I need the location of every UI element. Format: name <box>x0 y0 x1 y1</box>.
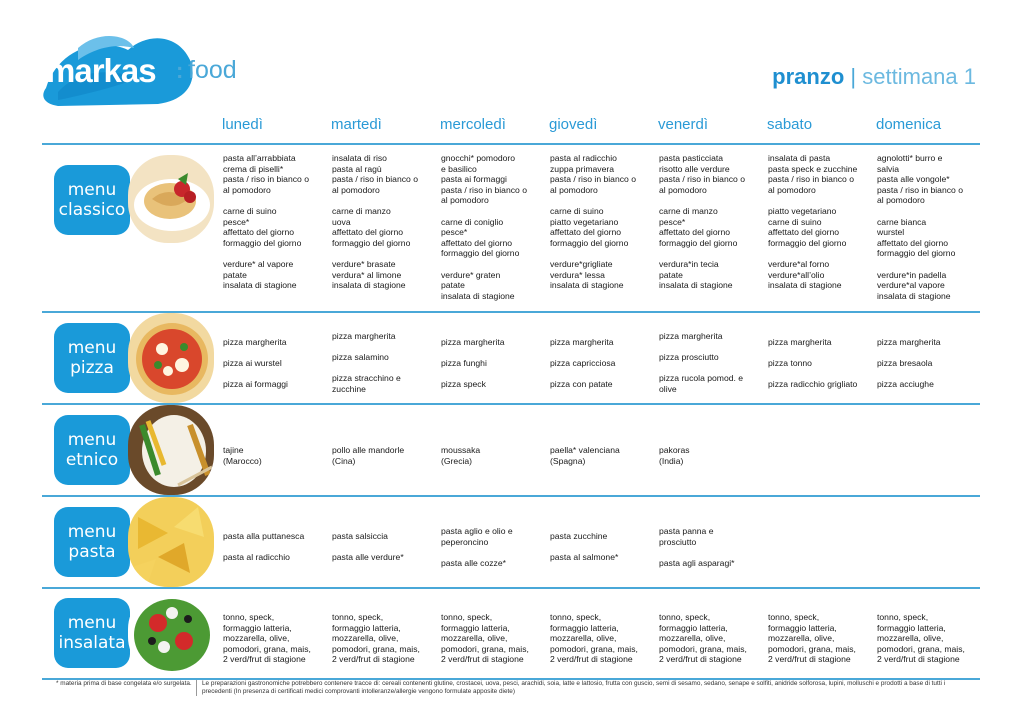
menu-cell: tonno, speck, formaggio latteria, mozzar… <box>768 612 856 665</box>
menu-cell: pizza margherita pizza tonno pizza radic… <box>768 337 858 390</box>
menu-cell: pizza margherita pizza prosciutto pizza … <box>659 331 744 394</box>
food-photo-pizza <box>128 313 214 403</box>
menu-badge-classico: menu classico <box>54 165 130 235</box>
menu-cell: pasta alla puttanesca pasta al radicchio <box>223 531 305 563</box>
food-photo-classico <box>128 155 214 243</box>
title-separator: | <box>850 64 857 89</box>
menu-cell: tonno, speck, formaggio latteria, mozzar… <box>550 612 638 665</box>
badge-line1: menu <box>67 180 117 200</box>
day-header-4: venerdì <box>658 116 709 133</box>
divider <box>42 678 980 680</box>
day-header-2: mercoledì <box>440 116 506 133</box>
menu-badge-pizza: menu pizza <box>54 323 130 393</box>
badge-line1: menu <box>67 522 117 542</box>
menu-cell: pasta all’arrabbiata crema di piselli* p… <box>223 153 309 291</box>
day-header-0: lunedì <box>222 116 263 133</box>
footnote-separator <box>196 680 197 696</box>
footnote-frozen: * materia prima di base congelata e/o su… <box>56 680 192 687</box>
menu-cell: moussaka (Grecia) <box>441 445 481 466</box>
menu-badge-insalata: menu insalata <box>54 598 130 668</box>
menu-cell: tonno, speck, formaggio latteria, mozzar… <box>877 612 965 665</box>
menu-cell: insalata di riso pasta al ragù pasta / r… <box>332 153 418 291</box>
title-sub: settimana 1 <box>862 64 976 89</box>
menu-badge-pasta: menu pasta <box>54 507 130 577</box>
menu-cell: pasta pasticciata risotto alle verdure p… <box>659 153 745 291</box>
menu-cell: pizza margherita pizza funghi pizza spec… <box>441 337 505 390</box>
food-photo-insalata <box>128 589 214 677</box>
badge-line2: insalata <box>58 633 126 653</box>
menu-cell: tonno, speck, formaggio latteria, mozzar… <box>332 612 420 665</box>
menu-cell: pasta al radicchio zuppa primavera pasta… <box>550 153 636 291</box>
menu-badge-etnico: menu etnico <box>54 415 130 485</box>
badge-line2: pasta <box>68 542 116 562</box>
day-header-1: martedì <box>331 116 382 133</box>
brand-logo: markas : food <box>38 30 248 110</box>
badge-line2: pizza <box>70 358 114 378</box>
menu-cell: tajine (Marocco) <box>223 445 262 466</box>
menu-cell: pasta zucchine pasta al salmone* <box>550 531 619 563</box>
badge-line1: menu <box>67 338 117 358</box>
menu-cell: pizza margherita pizza ai wurstel pizza … <box>223 337 288 390</box>
brand-separator-dots: : <box>176 58 184 83</box>
menu-cell: tonno, speck, formaggio latteria, mozzar… <box>659 612 747 665</box>
badge-line1: menu <box>67 430 117 450</box>
divider <box>42 311 980 313</box>
menu-cell: gnocchi* pomodoro e basilico pasta ai fo… <box>441 153 527 301</box>
divider <box>42 495 980 497</box>
menu-cell: pizza margherita pizza bresaola pizza ac… <box>877 337 941 390</box>
brand-sub: food <box>188 56 237 84</box>
day-header-5: sabato <box>767 116 813 133</box>
food-photo-etnico <box>128 405 214 495</box>
title-main: pranzo <box>772 64 845 89</box>
page-title: pranzo | settimana 1 <box>772 64 976 90</box>
menu-cell: insalata di pasta pasta speck e zucchine… <box>768 153 858 291</box>
day-header-6: domenica <box>876 116 942 133</box>
badge-line2: classico <box>58 200 126 220</box>
food-photo-pasta <box>128 497 214 587</box>
menu-cell: pakoras (India) <box>659 445 690 466</box>
divider <box>42 403 980 405</box>
brand-name: markas <box>46 52 157 89</box>
menu-cell: pizza margherita pizza capricciosa pizza… <box>550 337 616 390</box>
day-header-3: giovedì <box>549 116 598 133</box>
menu-cell: pasta aglio e olio e peperoncino pasta a… <box>441 526 513 568</box>
menu-cell: tonno, speck, formaggio latteria, mozzar… <box>441 612 529 665</box>
menu-cell: paella* valenciana (Spagna) <box>550 445 620 466</box>
badge-line1: menu <box>67 613 117 633</box>
menu-cell: pollo alle mandorle (Cina) <box>332 445 405 466</box>
divider <box>42 587 980 589</box>
menu-cell: pasta panna e prosciutto pasta agli aspa… <box>659 526 735 568</box>
menu-cell: agnolotti* burro e salvia pasta alle von… <box>877 153 963 301</box>
menu-cell: tonno, speck, formaggio latteria, mozzar… <box>223 612 311 665</box>
menu-cell: pizza margherita pizza salamino pizza st… <box>332 331 401 394</box>
badge-line2: etnico <box>65 450 119 470</box>
menu-cell: pasta salsiccia pasta alle verdure* <box>332 531 404 563</box>
divider <box>42 143 980 145</box>
footnote-allergens: Le preparazioni gastronomiche potrebbero… <box>202 680 946 695</box>
